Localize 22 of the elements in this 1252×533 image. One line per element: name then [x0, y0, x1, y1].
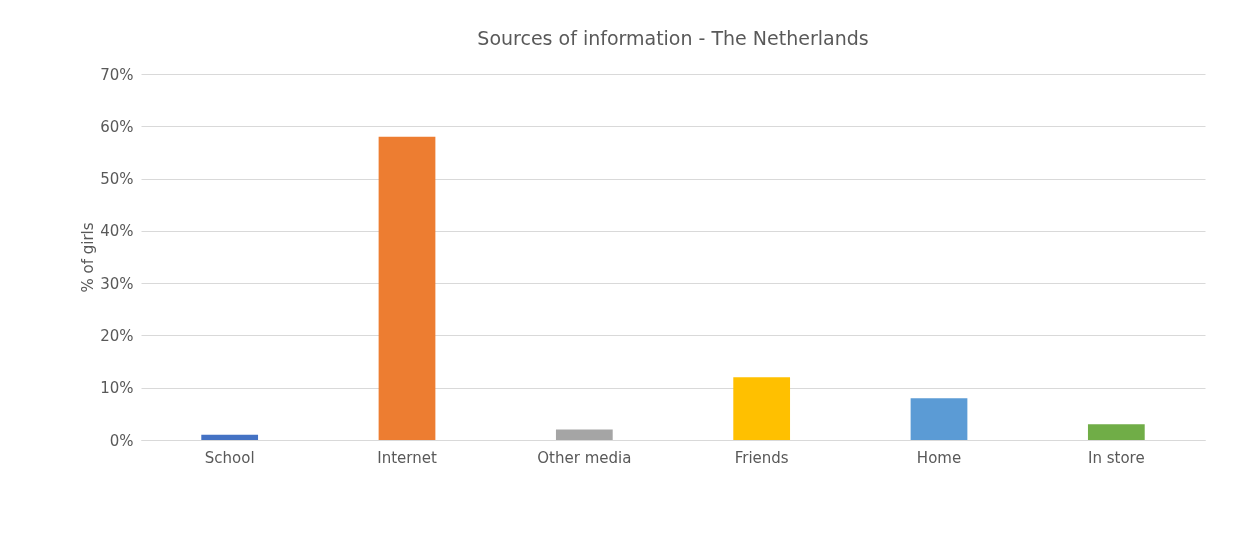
- bar: [733, 377, 791, 440]
- y-tick-label: 20%: [100, 326, 134, 345]
- x-tick-label: In store: [1088, 448, 1145, 467]
- bar: [201, 434, 259, 440]
- chart-title: Sources of information - The Netherlands: [477, 27, 869, 49]
- x-tick-label: Home: [916, 448, 962, 467]
- bar: [378, 136, 436, 440]
- x-tick-label: School: [204, 448, 255, 467]
- bar: [1087, 424, 1145, 440]
- y-tick-label: 0%: [109, 431, 134, 450]
- y-tick-label: 70%: [100, 65, 134, 84]
- x-tick-label: Internet: [377, 448, 437, 467]
- y-axis-title: % of girls: [79, 222, 98, 293]
- x-tick-label: Friends: [734, 448, 789, 467]
- bar: [555, 429, 613, 440]
- y-tick-label: 40%: [100, 222, 134, 241]
- x-tick-label: Other media: [537, 448, 632, 467]
- y-tick-label: 10%: [100, 379, 134, 398]
- bar: [910, 398, 968, 440]
- y-tick-label: 50%: [100, 170, 134, 189]
- y-tick-label: 60%: [100, 117, 134, 136]
- y-tick-label: 30%: [100, 274, 134, 293]
